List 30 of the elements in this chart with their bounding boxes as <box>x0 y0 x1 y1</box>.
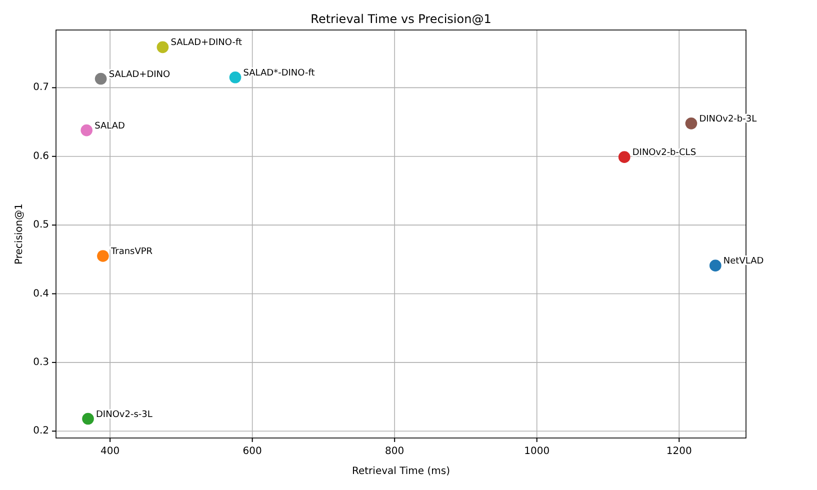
x-tick-label: 600 <box>242 446 262 457</box>
chart-title: Retrieval Time vs Precision@1 <box>310 12 492 26</box>
y-tick-label: 0.4 <box>33 288 49 300</box>
x-tick-label: 400 <box>100 446 120 457</box>
series-label: DINOv2-s-3L <box>96 410 152 420</box>
y-tick-label: 0.2 <box>33 426 49 437</box>
point <box>94 72 107 85</box>
x-tick-label: 1000 <box>524 446 550 457</box>
series-label: TransVPR <box>110 246 153 257</box>
point <box>156 41 169 54</box>
point <box>97 250 109 262</box>
series-label: SALAD+DINO <box>108 70 170 80</box>
series-label: SALAD <box>94 121 125 132</box>
y-axis-title: Precision@1 <box>14 204 25 264</box>
y-tick-label: 0.6 <box>33 150 49 162</box>
y-tick-label: 0.3 <box>33 356 49 368</box>
point <box>80 124 93 136</box>
point <box>685 118 698 130</box>
y-tick-label: 0.5 <box>33 220 49 231</box>
point <box>709 260 722 272</box>
series-label: DINOv2-b-CLS <box>632 148 696 158</box>
y-tick-label: 0.7 <box>33 82 49 94</box>
point <box>82 412 94 425</box>
point <box>618 151 630 163</box>
series-label: SALAD*-DINO-ft <box>243 68 316 78</box>
x-axis-title: Retrieval Time (ms) <box>352 466 450 477</box>
series-label: SALAD+DINO-ft <box>170 38 242 48</box>
x-tick-label: 1200 <box>666 446 692 457</box>
x-tick-label: 800 <box>385 446 404 457</box>
point <box>229 71 242 84</box>
